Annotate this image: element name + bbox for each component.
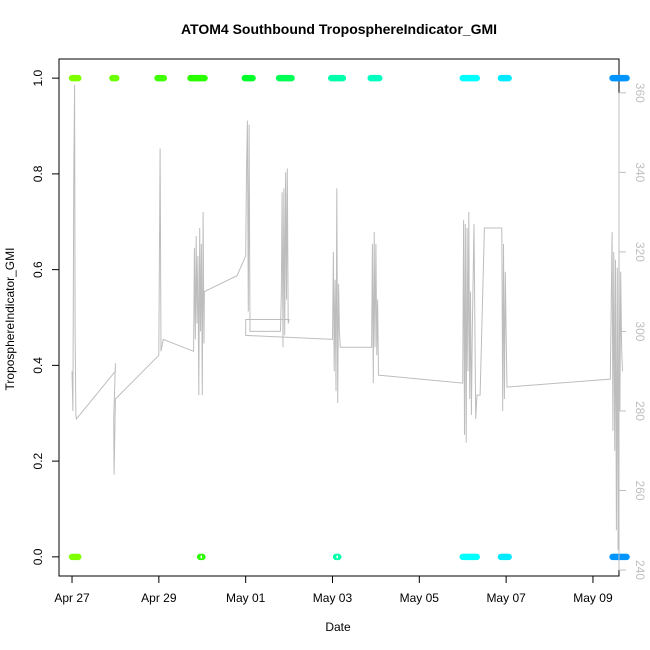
y2-tick-label: 240 <box>633 560 647 580</box>
indicator-point <box>75 74 82 82</box>
x-tick-label: Apr 29 <box>141 591 177 605</box>
y-tick-label: 0.8 <box>31 165 45 182</box>
y-tick-label: 0.4 <box>31 357 45 374</box>
indicator-cluster <box>68 74 82 82</box>
indicator-point <box>199 553 206 561</box>
indicator-cluster <box>109 74 120 82</box>
gray-trace-line <box>71 84 623 551</box>
indicator-point <box>335 553 342 561</box>
y2-tick-label: 340 <box>633 162 647 182</box>
y-tick-label: 0.6 <box>31 261 45 278</box>
indicator-cluster <box>459 74 480 82</box>
indicator-cluster <box>154 74 167 82</box>
y2-tick-label: 300 <box>633 321 647 341</box>
x-axis-label: Date <box>325 620 351 634</box>
indicator-cluster <box>196 553 206 561</box>
indicator-point <box>473 553 480 561</box>
indicator-point <box>505 74 512 82</box>
indicator-point <box>288 74 295 82</box>
chart-title: ATOM4 Southbound TroposphereIndicator_GM… <box>181 21 497 37</box>
indicator-cluster <box>328 74 347 82</box>
indicator-cluster <box>187 74 208 82</box>
x-tick-label: May 07 <box>486 591 526 605</box>
indicator-cluster <box>497 553 512 561</box>
y-axis-label: TroposphereIndicator_GMI <box>3 248 17 391</box>
indicator-points-layer <box>68 74 630 561</box>
indicator-point <box>75 553 82 561</box>
x-tick-label: May 05 <box>400 591 440 605</box>
x-tick-label: May 01 <box>226 591 266 605</box>
indicator-point <box>160 74 167 82</box>
gray-trace-layer <box>71 84 623 551</box>
indicator-point <box>376 74 383 82</box>
indicator-cluster <box>609 74 630 82</box>
indicator-cluster <box>609 553 630 561</box>
indicator-point <box>623 553 630 561</box>
indicator-cluster <box>275 74 295 82</box>
indicator-point <box>201 74 208 82</box>
indicator-point <box>505 553 512 561</box>
indicator-cluster <box>459 553 480 561</box>
x-axis: Apr 27 Apr 29 May 01 May 03 May 05 May 07 May … <box>54 575 613 605</box>
indicator-cluster <box>332 553 342 561</box>
indicator-point <box>623 74 630 82</box>
y2-axis: 240 260 280 300 320 340 360 <box>618 83 647 580</box>
indicator-point <box>113 74 120 82</box>
y2-tick-label: 260 <box>633 480 647 500</box>
x-tick-label: May 09 <box>573 591 613 605</box>
y-axis: 0.0 0.2 0.4 0.6 0.8 1.0 <box>31 69 60 565</box>
y2-tick-label: 360 <box>633 83 647 103</box>
indicator-cluster <box>367 74 383 82</box>
y-tick-label: 1.0 <box>31 69 45 86</box>
y-tick-label: 0.2 <box>31 452 45 469</box>
y2-tick-label: 280 <box>633 401 647 421</box>
indicator-cluster <box>68 553 82 561</box>
indicator-cluster <box>241 74 256 82</box>
y-tick-label: 0.0 <box>31 548 45 565</box>
indicator-point <box>339 74 347 82</box>
indicator-cluster <box>497 74 512 82</box>
x-tick-label: May 03 <box>313 591 353 605</box>
x-tick-label: Apr 27 <box>54 591 90 605</box>
indicator-point <box>249 74 256 82</box>
indicator-point <box>473 74 480 82</box>
y2-tick-label: 320 <box>633 242 647 262</box>
